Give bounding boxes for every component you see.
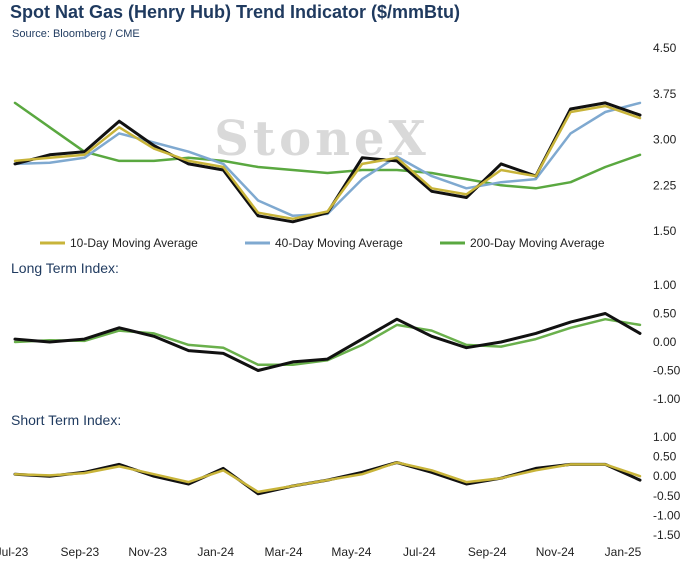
price-ytick-1: 2.25 — [653, 178, 677, 192]
x-tick-label-0: Jul-23 — [0, 545, 29, 559]
price-series-1-line — [13, 104, 642, 221]
x-tick-label-6: Jul-24 — [403, 545, 436, 559]
short_term-ytick-1: -1.00 — [653, 508, 681, 522]
x-tick-label-9: Jan-25 — [605, 545, 642, 559]
x-tick-label-2: Nov-23 — [128, 545, 167, 559]
x-tick-label-5: May-24 — [331, 545, 371, 559]
short_term-ytick-4: 0.50 — [653, 450, 677, 464]
price-ytick-4: 4.50 — [653, 41, 677, 55]
long_term-ytick-0: -1.00 — [653, 392, 681, 406]
x-tick-label-8: Nov-24 — [536, 545, 575, 559]
price-ytick-2: 3.00 — [653, 133, 677, 147]
price-series-3-line — [13, 101, 642, 190]
short_term-ytick-3: 0.00 — [653, 469, 677, 483]
short_term-ytick-5: 1.00 — [653, 430, 677, 444]
long_term-ytick-3: 0.50 — [653, 307, 677, 321]
legend-label-0: 10-Day Moving Average — [70, 236, 198, 250]
long_term-panel-label: Long Term Index: — [11, 260, 119, 276]
long_term-ytick-2: 0.00 — [653, 335, 677, 349]
long_term-ytick-4: 1.00 — [653, 278, 677, 292]
x-tick-label-4: Mar-24 — [265, 545, 303, 559]
price-ytick-0: 1.50 — [653, 224, 677, 238]
short_term-ytick-0: -1.50 — [653, 528, 681, 542]
x-tick-label-3: Jan-24 — [197, 545, 234, 559]
short_term-panel-label: Short Term Index: — [11, 412, 121, 428]
long_term-series-0-line — [13, 312, 642, 372]
chart-source: Source: Bloomberg / CME — [12, 28, 140, 40]
short_term-series-1-line — [13, 461, 642, 494]
x-tick-label-1: Sep-23 — [61, 545, 100, 559]
x-tick-label-7: Sep-24 — [468, 545, 507, 559]
legend-label-1: 40-Day Moving Average — [275, 236, 403, 250]
short_term-ytick-2: -0.50 — [653, 489, 681, 503]
long_term-ytick-1: -0.50 — [653, 364, 681, 378]
price-ytick-3: 3.75 — [653, 87, 677, 101]
legend-label-2: 200-Day Moving Average — [470, 236, 605, 250]
chart-title: Spot Nat Gas (Henry Hub) Trend Indicator… — [10, 2, 461, 22]
